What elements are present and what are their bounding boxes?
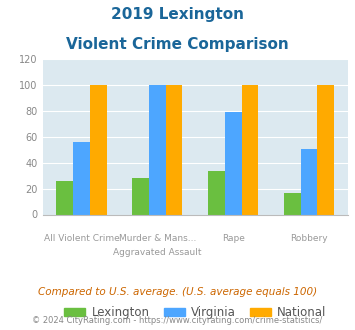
Bar [241,85,258,214]
Bar [166,85,182,214]
Bar [56,181,73,214]
Bar [90,85,106,214]
Bar [73,142,90,214]
Text: Murder & Mans...: Murder & Mans... [119,234,196,243]
Bar [149,85,166,214]
Bar [284,192,301,214]
Bar [301,148,317,214]
Bar [208,171,225,214]
Bar [225,113,241,214]
Text: Robbery: Robbery [290,234,328,243]
Text: All Violent Crime: All Violent Crime [44,234,119,243]
Text: 2019 Lexington: 2019 Lexington [111,7,244,22]
Text: Aggravated Assault: Aggravated Assault [113,248,202,257]
Text: Violent Crime Comparison: Violent Crime Comparison [66,37,289,52]
Text: Compared to U.S. average. (U.S. average equals 100): Compared to U.S. average. (U.S. average … [38,287,317,297]
Bar [132,178,149,214]
Text: Rape: Rape [222,234,245,243]
Bar [317,85,334,214]
Text: © 2024 CityRating.com - https://www.cityrating.com/crime-statistics/: © 2024 CityRating.com - https://www.city… [32,315,323,325]
Legend: Lexington, Virginia, National: Lexington, Virginia, National [60,301,331,323]
